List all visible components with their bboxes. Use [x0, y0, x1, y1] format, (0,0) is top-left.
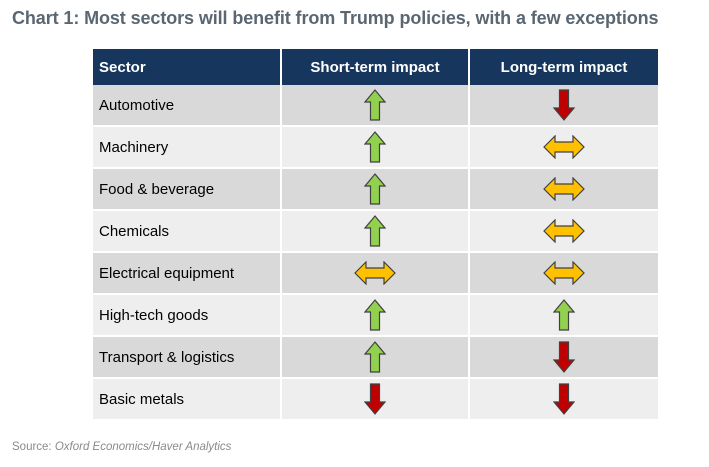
up-arrow-icon	[364, 131, 386, 163]
column-header-short-term: Short-term impact	[281, 49, 470, 85]
source-text: Oxford Economics/Haver Analytics	[54, 441, 232, 453]
sector-label: Electrical equipment	[93, 252, 282, 295]
table-row: High-tech goods	[93, 294, 658, 337]
short-term-impact-cell	[281, 294, 470, 337]
down-arrow-icon	[364, 383, 386, 415]
sector-label: Machinery	[93, 126, 282, 169]
left-right-arrow-icon	[543, 135, 585, 159]
table-row: Electrical equipment	[93, 252, 658, 295]
short-term-impact-cell	[281, 126, 470, 169]
down-arrow-icon	[553, 341, 575, 373]
long-term-impact-cell	[469, 85, 658, 127]
source-prefix: Source:	[12, 441, 55, 453]
table-row: Chemicals	[93, 210, 658, 253]
up-arrow-icon	[553, 299, 575, 331]
sector-label: Chemicals	[93, 210, 282, 253]
table-row: Machinery	[93, 126, 658, 169]
impact-table: Sector Short-term impact Long-term impac…	[93, 49, 658, 421]
short-term-impact-cell	[281, 85, 470, 127]
up-arrow-icon	[364, 299, 386, 331]
short-term-impact-cell	[281, 336, 470, 379]
left-right-arrow-icon	[543, 177, 585, 201]
short-term-impact-cell	[281, 252, 470, 295]
column-header-sector: Sector	[93, 49, 282, 85]
table-row: Automotive	[93, 85, 658, 127]
long-term-impact-cell	[469, 252, 658, 295]
column-header-long-term: Long-term impact	[469, 49, 658, 85]
table-body: Automotive Machinery Food & beverage Chemic…	[93, 85, 658, 421]
left-right-arrow-icon	[354, 261, 396, 285]
table-header-row: Sector Short-term impact Long-term impac…	[93, 49, 658, 85]
table-row: Food & beverage	[93, 168, 658, 211]
long-term-impact-cell	[469, 168, 658, 211]
up-arrow-icon	[364, 173, 386, 205]
sector-label: Transport & logistics	[93, 336, 282, 379]
sector-label: Automotive	[93, 85, 282, 127]
up-arrow-icon	[364, 215, 386, 247]
short-term-impact-cell	[281, 210, 470, 253]
up-arrow-icon	[364, 89, 386, 121]
short-term-impact-cell	[281, 168, 470, 211]
long-term-impact-cell	[469, 336, 658, 379]
long-term-impact-cell	[469, 294, 658, 337]
table-row: Transport & logistics	[93, 336, 658, 379]
sector-label: Basic metals	[93, 378, 282, 421]
long-term-impact-cell	[469, 378, 658, 421]
long-term-impact-cell	[469, 126, 658, 169]
table-row: Basic metals	[93, 378, 658, 421]
up-arrow-icon	[364, 341, 386, 373]
sector-label: Food & beverage	[93, 168, 282, 211]
left-right-arrow-icon	[543, 261, 585, 285]
source-note: Source: Oxford Economics/Haver Analytics	[12, 441, 231, 453]
sector-label: High-tech goods	[93, 294, 282, 337]
down-arrow-icon	[553, 383, 575, 415]
left-right-arrow-icon	[543, 219, 585, 243]
short-term-impact-cell	[281, 378, 470, 421]
chart-title: Chart 1: Most sectors will benefit from …	[12, 8, 659, 28]
long-term-impact-cell	[469, 210, 658, 253]
down-arrow-icon	[553, 89, 575, 121]
